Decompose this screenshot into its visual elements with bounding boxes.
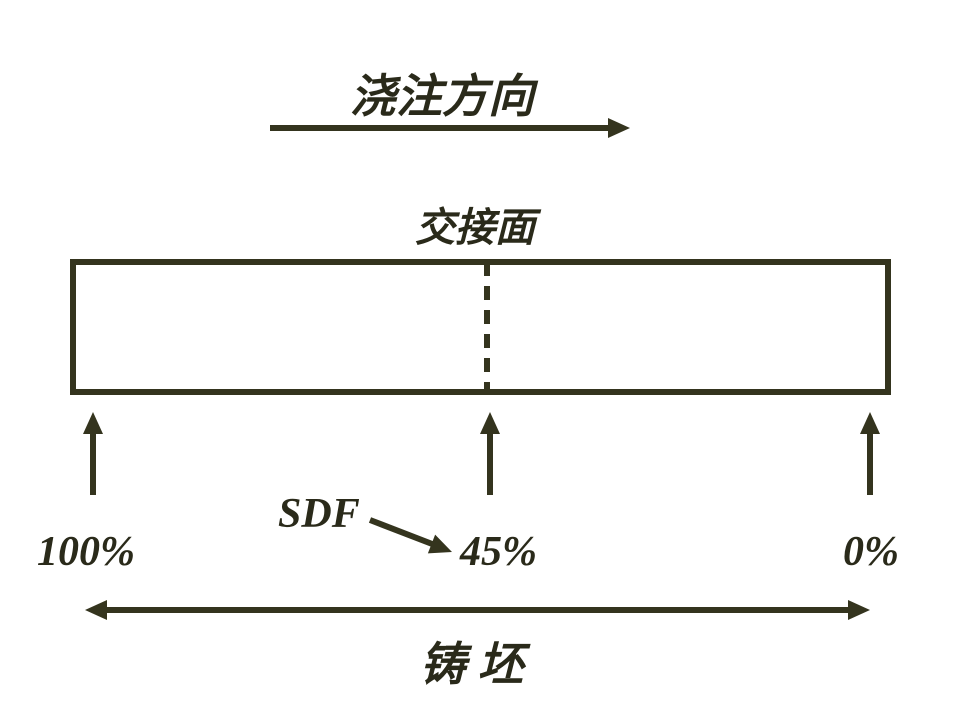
up-arrow-right-head <box>860 412 880 434</box>
up-arrow-mid-head <box>480 412 500 434</box>
bottom-dim-right-head <box>848 600 870 620</box>
pouring-arrow-head <box>608 118 630 138</box>
percent-mid-label: 45% <box>460 528 537 576</box>
up-arrow-left-head <box>83 412 103 434</box>
percent-right-label: 0% <box>843 528 899 576</box>
percent-left-label: 100% <box>37 528 135 576</box>
billet-rect <box>73 262 888 392</box>
sdf-label: SDF <box>278 490 360 538</box>
casting-diagram: 浇注方向 交接面 SDF 100% 45% 0% 铸 坯 <box>0 0 961 716</box>
bottom-dim-left-head <box>85 600 107 620</box>
interface-label: 交接面 <box>415 195 535 253</box>
billet-label: 铸 坯 <box>420 628 524 694</box>
sdf-arrow <box>370 520 440 547</box>
pouring-direction-label: 浇注方向 <box>350 60 534 126</box>
